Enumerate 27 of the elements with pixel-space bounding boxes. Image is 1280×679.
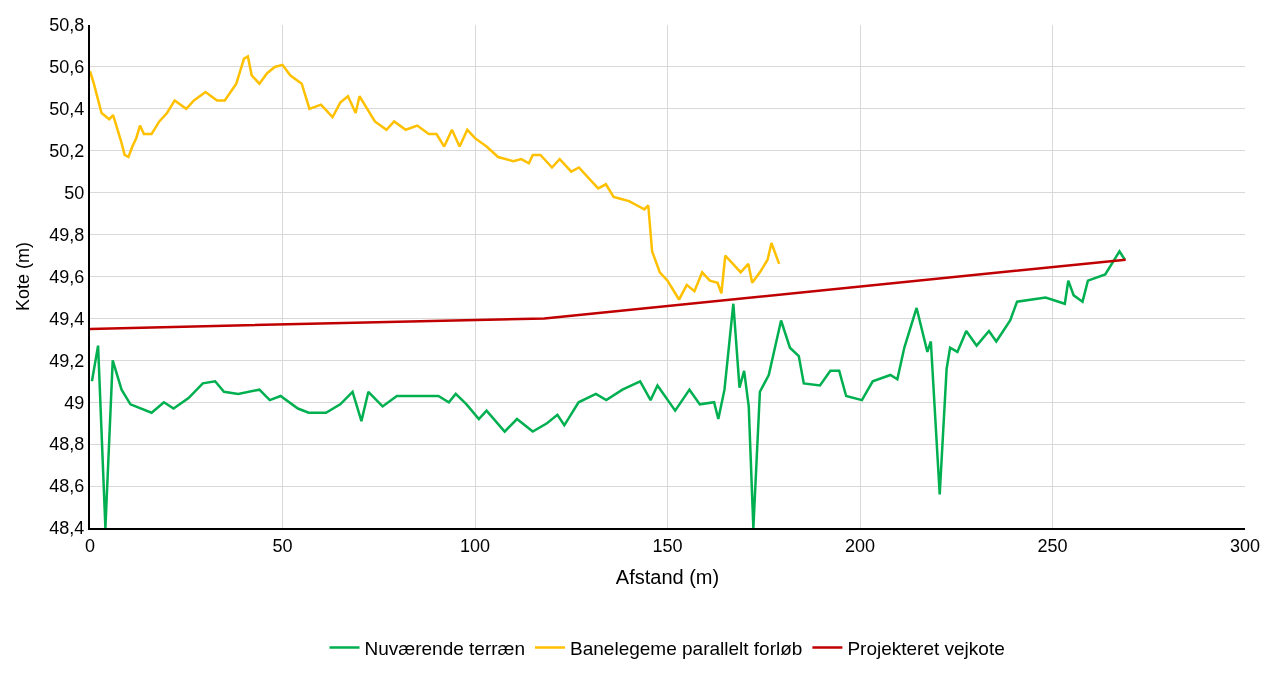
y-tick-label: 50 — [64, 182, 85, 203]
line-series — [90, 250, 1127, 528]
x-tick-label: 50 — [272, 535, 293, 556]
legend-label: Nuværende terræn — [364, 637, 526, 659]
y-tick-label: 49,4 — [49, 308, 85, 329]
line-series — [90, 55, 781, 301]
x-tick-label: 0 — [84, 535, 96, 556]
x-tick-label: 200 — [844, 535, 876, 556]
x-tick-label: 250 — [1037, 535, 1068, 556]
y-tick-label: 50,2 — [49, 141, 85, 162]
y-tick-label: 50,6 — [49, 57, 85, 78]
legend-label: Projekteret vejkote — [847, 637, 1005, 659]
y-tick-label: 48,4 — [49, 518, 85, 539]
x-tick-label: 100 — [459, 535, 491, 556]
y-tick-label: 50,8 — [49, 15, 85, 36]
y-tick-label: 49,6 — [49, 266, 85, 287]
y-tick-label: 48,6 — [49, 476, 85, 497]
y-tick-label: 49,8 — [49, 224, 85, 245]
y-tick-label: 49 — [64, 392, 85, 413]
y-axis-title: Kote (m) — [13, 241, 34, 312]
y-tick-label: 50,4 — [49, 99, 85, 120]
x-axis-title: Afstand (m) — [615, 565, 720, 588]
legend-label: Banelegeme parallelt forløb — [570, 637, 803, 659]
y-tick-label: 48,8 — [49, 434, 85, 455]
x-tick-label: 150 — [652, 535, 683, 556]
y-tick-label: 49,2 — [49, 350, 85, 371]
x-tick-label: 300 — [1229, 535, 1261, 556]
